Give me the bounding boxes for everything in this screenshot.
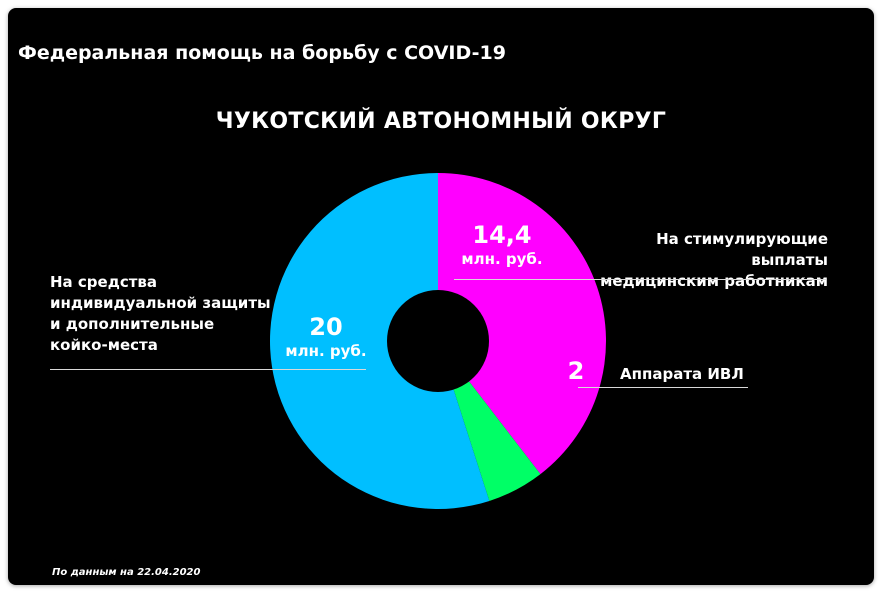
source-note: По данным на 22.04.2020 (52, 567, 201, 578)
leader-line (578, 387, 748, 388)
page-title: Федеральная помощь на борьбу с COVID-19 (18, 42, 506, 64)
leader-line (454, 279, 826, 280)
leader-line (50, 369, 366, 370)
donut-hole (387, 290, 489, 392)
category-label: На стимулирующие выплаты медицинским раб… (600, 230, 828, 290)
slice-value-label: 20 млн. руб. (285, 313, 367, 360)
category-label: Аппарата ИВЛ (620, 365, 744, 383)
slice-value-label: 2 (567, 357, 585, 385)
slice-protection-beds (270, 173, 490, 510)
donut-chart (270, 173, 607, 510)
category-label: На средства индивидуальной защиты и допо… (50, 273, 271, 354)
slice-value-label: 14,4 млн. руб. (461, 221, 543, 268)
chart-frame: Федеральная помощь на борьбу с COVID-19 … (8, 8, 874, 585)
slice-stimulus-payments (438, 173, 607, 475)
chart-title: ЧУКОТСКИЙ АВТОНОМНЫЙ ОКРУГ (215, 109, 667, 134)
